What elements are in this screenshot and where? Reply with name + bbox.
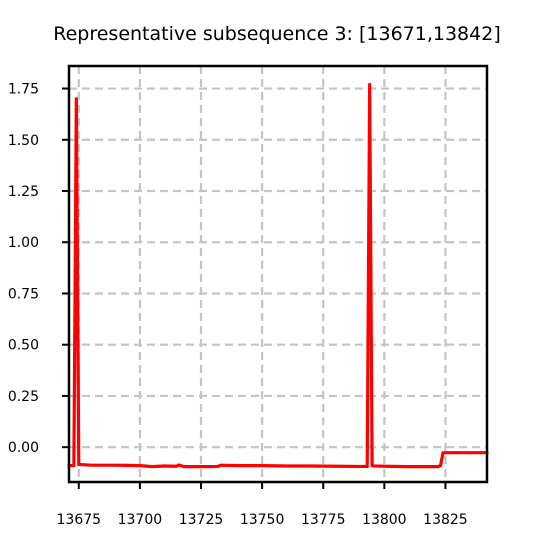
y-axis: 0.00 0.25 0.50 0.75 1.00 1.25 1.50 1.75 xyxy=(8,82,69,456)
y-tick-label: 0.25 xyxy=(8,389,39,405)
y-tick-label: 1.00 xyxy=(8,235,39,251)
x-tick-label: 13675 xyxy=(57,512,102,528)
series-layer xyxy=(67,82,489,469)
y-tick-label: 1.75 xyxy=(8,82,39,98)
y-tick-label: 1.25 xyxy=(8,184,39,200)
x-tick-label: 13700 xyxy=(118,512,163,528)
x-tick-label: 13800 xyxy=(362,512,407,528)
plot-frame xyxy=(67,64,489,484)
y-tick-label: 1.50 xyxy=(8,133,39,149)
x-tick-label: 13725 xyxy=(179,512,224,528)
y-tick-label: 0.75 xyxy=(8,286,39,302)
x-tick-label: 13775 xyxy=(301,512,346,528)
x-tick-label: 13750 xyxy=(240,512,285,528)
series-line xyxy=(67,82,489,469)
grid-lines xyxy=(69,66,487,482)
chart-title: Representative subsequence 3: [13671,138… xyxy=(53,23,500,45)
x-axis: 13675 13700 13725 13750 13775 13800 13825 xyxy=(57,482,468,528)
x-tick-label: 13825 xyxy=(423,512,468,528)
y-tick-label: 0.50 xyxy=(8,338,39,354)
y-tick-label: 0.00 xyxy=(8,440,39,456)
